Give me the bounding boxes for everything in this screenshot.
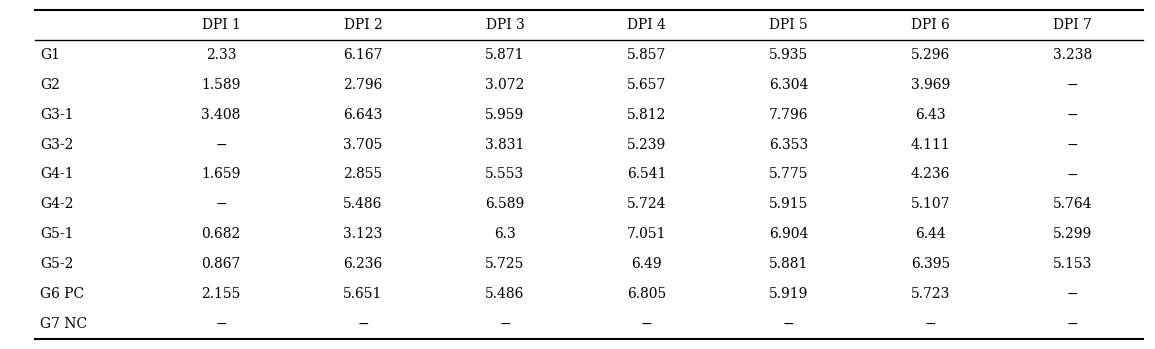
Text: 5.299: 5.299 <box>1053 227 1093 241</box>
Text: 6.44: 6.44 <box>915 227 946 241</box>
Text: 5.935: 5.935 <box>769 48 808 62</box>
Text: 6.353: 6.353 <box>769 138 808 151</box>
Text: 3.072: 3.072 <box>485 78 524 92</box>
Text: DPI 5: DPI 5 <box>769 18 808 32</box>
Text: 6.304: 6.304 <box>769 78 808 92</box>
Text: DPI 3: DPI 3 <box>485 18 524 32</box>
Text: 3.238: 3.238 <box>1053 48 1093 62</box>
Text: 3.831: 3.831 <box>485 138 524 151</box>
Text: −: − <box>1067 317 1079 331</box>
Text: 6.3: 6.3 <box>494 227 516 241</box>
Text: 6.541: 6.541 <box>627 168 666 181</box>
Text: −: − <box>215 197 226 211</box>
Text: G2: G2 <box>40 78 60 92</box>
Text: 5.553: 5.553 <box>485 168 524 181</box>
Text: 3.969: 3.969 <box>911 78 951 92</box>
Text: −: − <box>641 317 653 331</box>
Text: 5.812: 5.812 <box>627 108 666 122</box>
Text: DPI 4: DPI 4 <box>627 18 666 32</box>
Text: 5.486: 5.486 <box>485 287 524 301</box>
Text: 5.486: 5.486 <box>343 197 382 211</box>
Text: 7.796: 7.796 <box>769 108 808 122</box>
Text: −: − <box>1067 287 1079 301</box>
Text: 5.723: 5.723 <box>911 287 951 301</box>
Text: −: − <box>783 317 795 331</box>
Text: −: − <box>215 138 226 151</box>
Text: 7.051: 7.051 <box>627 227 666 241</box>
Text: −: − <box>1067 168 1079 181</box>
Text: G5-2: G5-2 <box>40 257 74 271</box>
Text: 5.296: 5.296 <box>911 48 951 62</box>
Text: −: − <box>499 317 511 331</box>
Text: 5.657: 5.657 <box>627 78 666 92</box>
Text: −: − <box>1067 108 1079 122</box>
Text: 5.153: 5.153 <box>1053 257 1093 271</box>
Text: −: − <box>925 317 937 331</box>
Text: 6.805: 6.805 <box>627 287 666 301</box>
Text: 2.33: 2.33 <box>206 48 237 62</box>
Text: 3.408: 3.408 <box>201 108 240 122</box>
Text: 5.764: 5.764 <box>1052 197 1093 211</box>
Text: G7 NC: G7 NC <box>40 317 88 331</box>
Text: 4.111: 4.111 <box>911 138 951 151</box>
Text: DPI 1: DPI 1 <box>202 18 240 32</box>
Text: −: − <box>215 317 226 331</box>
Text: 2.855: 2.855 <box>343 168 382 181</box>
Text: 2.155: 2.155 <box>201 287 240 301</box>
Text: 3.705: 3.705 <box>343 138 382 151</box>
Text: 5.725: 5.725 <box>485 257 524 271</box>
Text: DPI 2: DPI 2 <box>344 18 382 32</box>
Text: G4-2: G4-2 <box>40 197 74 211</box>
Text: 5.857: 5.857 <box>627 48 666 62</box>
Text: G3-2: G3-2 <box>40 138 74 151</box>
Text: G4-1: G4-1 <box>40 168 74 181</box>
Text: 6.589: 6.589 <box>485 197 524 211</box>
Text: 5.724: 5.724 <box>627 197 666 211</box>
Text: 5.239: 5.239 <box>627 138 666 151</box>
Text: 5.881: 5.881 <box>769 257 808 271</box>
Text: 5.775: 5.775 <box>769 168 808 181</box>
Text: 4.236: 4.236 <box>911 168 951 181</box>
Text: 5.959: 5.959 <box>485 108 524 122</box>
Text: 2.796: 2.796 <box>343 78 382 92</box>
Text: 6.49: 6.49 <box>632 257 662 271</box>
Text: DPI 6: DPI 6 <box>911 18 949 32</box>
Text: G5-1: G5-1 <box>40 227 74 241</box>
Text: 5.871: 5.871 <box>485 48 524 62</box>
Text: G3-1: G3-1 <box>40 108 74 122</box>
Text: 6.236: 6.236 <box>343 257 382 271</box>
Text: 0.867: 0.867 <box>201 257 240 271</box>
Text: 6.395: 6.395 <box>911 257 951 271</box>
Text: 5.919: 5.919 <box>769 287 808 301</box>
Text: G6 PC: G6 PC <box>40 287 84 301</box>
Text: 1.659: 1.659 <box>201 168 240 181</box>
Text: 3.123: 3.123 <box>343 227 382 241</box>
Text: 6.43: 6.43 <box>915 108 946 122</box>
Text: 5.107: 5.107 <box>911 197 951 211</box>
Text: 5.651: 5.651 <box>343 287 382 301</box>
Text: −: − <box>1067 78 1079 92</box>
Text: 6.643: 6.643 <box>343 108 382 122</box>
Text: 6.167: 6.167 <box>343 48 382 62</box>
Text: 0.682: 0.682 <box>201 227 240 241</box>
Text: 6.904: 6.904 <box>769 227 808 241</box>
Text: 5.915: 5.915 <box>769 197 808 211</box>
Text: −: − <box>357 317 368 331</box>
Text: DPI 7: DPI 7 <box>1053 18 1091 32</box>
Text: G1: G1 <box>40 48 60 62</box>
Text: −: − <box>1067 138 1079 151</box>
Text: 1.589: 1.589 <box>201 78 240 92</box>
